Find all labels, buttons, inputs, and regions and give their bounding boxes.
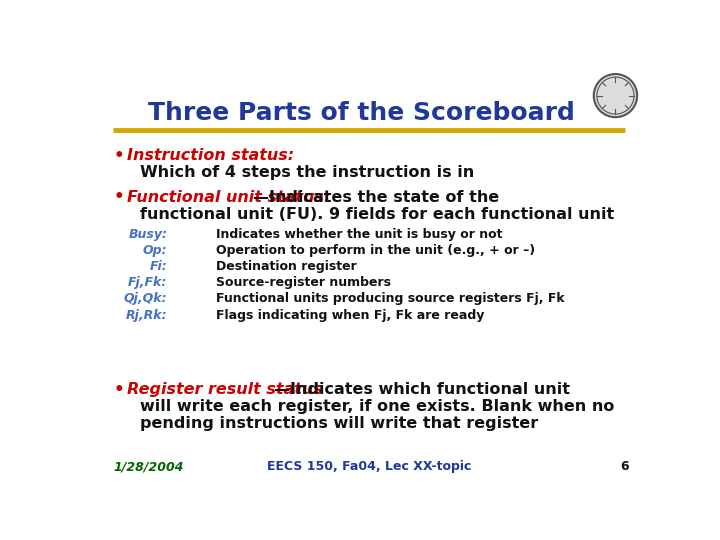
Text: Functional unit status:: Functional unit status: [127, 190, 330, 205]
Text: EECS 150, Fa04, Lec XX-topic: EECS 150, Fa04, Lec XX-topic [267, 460, 471, 473]
Text: Register result status: Register result status [127, 382, 323, 397]
Text: pending instructions will write that register: pending instructions will write that reg… [140, 416, 539, 431]
Text: Fi:: Fi: [150, 260, 168, 273]
Text: Which of 4 steps the instruction is in: Which of 4 steps the instruction is in [140, 165, 474, 180]
Text: Instruction status:: Instruction status: [127, 148, 294, 163]
Text: —Indicates the state of the: —Indicates the state of the [253, 190, 499, 205]
Text: Source-register numbers: Source-register numbers [215, 276, 390, 289]
Circle shape [594, 74, 637, 117]
Text: Destination register: Destination register [215, 260, 356, 273]
Text: •: • [113, 147, 124, 165]
Text: functional unit (FU). 9 fields for each functional unit: functional unit (FU). 9 fields for each … [140, 207, 615, 222]
Text: Operation to perform in the unit (e.g., + or –): Operation to perform in the unit (e.g., … [215, 244, 535, 257]
Text: Three Parts of the Scoreboard: Three Parts of the Scoreboard [148, 100, 575, 125]
Text: —Indicates which functional unit: —Indicates which functional unit [274, 382, 570, 397]
Text: Qj,Qk:: Qj,Qk: [124, 292, 168, 306]
Text: Functional units producing source registers Fj, Fk: Functional units producing source regist… [215, 292, 564, 306]
Text: Fj,Fk:: Fj,Fk: [128, 276, 168, 289]
Text: will write each register, if one exists. Blank when no: will write each register, if one exists.… [140, 399, 615, 414]
Text: Busy:: Busy: [128, 228, 168, 241]
Text: •: • [113, 381, 124, 399]
Text: •: • [113, 188, 124, 206]
Text: Op:: Op: [143, 244, 168, 257]
Text: 6: 6 [620, 460, 629, 473]
Text: 1/28/2004: 1/28/2004 [113, 460, 184, 473]
Text: Rj,Rk:: Rj,Rk: [126, 308, 168, 321]
Text: Indicates whether the unit is busy or not: Indicates whether the unit is busy or no… [215, 228, 502, 241]
Text: Flags indicating when Fj, Fk are ready: Flags indicating when Fj, Fk are ready [215, 308, 484, 321]
